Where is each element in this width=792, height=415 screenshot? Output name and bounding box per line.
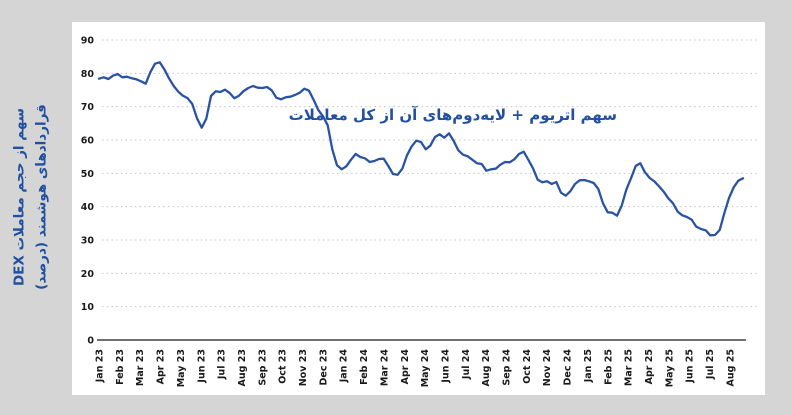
gridlines <box>102 39 760 308</box>
svg-text:20: 20 <box>81 269 95 280</box>
chart-svg: 0 10 20 30 40 50 60 70 80 90 Jan 23 Feb 23 Mar 23 Apr… <box>81 36 760 388</box>
svg-text:Jul 23: Jul 23 <box>217 349 228 380</box>
svg-text:Jan 23: Jan 23 <box>95 349 106 383</box>
svg-text:Apr 25: Apr 25 <box>644 349 655 384</box>
svg-text:90: 90 <box>81 36 95 47</box>
svg-text:Dec 23: Dec 23 <box>318 349 329 386</box>
svg-text:Nov 23: Nov 23 <box>298 349 309 386</box>
svg-text:Jan 25: Jan 25 <box>583 349 594 383</box>
y-axis-title: سهم از حجم معاملات DEX قراردادهای هوشمند… <box>9 104 54 290</box>
svg-text:0: 0 <box>87 336 94 347</box>
svg-text:Dec 24: Dec 24 <box>563 349 574 386</box>
svg-text:Oct 23: Oct 23 <box>278 349 289 384</box>
svg-text:80: 80 <box>81 69 95 80</box>
svg-text:Feb 23: Feb 23 <box>115 349 126 385</box>
svg-text:May 25: May 25 <box>664 349 675 387</box>
y-axis-tick-labels: 0 10 20 30 40 50 60 70 80 90 <box>81 36 95 347</box>
svg-text:Nov 24: Nov 24 <box>542 349 553 387</box>
svg-text:May 24: May 24 <box>420 349 431 388</box>
svg-text:Aug 23: Aug 23 <box>237 349 248 386</box>
svg-text:Jan 24: Jan 24 <box>339 349 350 384</box>
chart-card: 0 10 20 30 40 50 60 70 80 90 Jan 23 Feb 23 Mar 23 Apr… <box>72 22 765 395</box>
data-line-eth-l2-share <box>97 61 745 237</box>
svg-text:Jun 24: Jun 24 <box>440 349 451 384</box>
svg-text:Mar 23: Mar 23 <box>135 349 146 386</box>
svg-text:Jul 25: Jul 25 <box>705 349 716 380</box>
svg-text:Jun 23: Jun 23 <box>196 349 207 384</box>
y-axis-title-line2: قراردادهای هوشمند (درصد) <box>34 104 50 290</box>
svg-text:Jul 24: Jul 24 <box>461 349 472 380</box>
svg-text:Feb 24: Feb 24 <box>359 349 370 385</box>
svg-text:60: 60 <box>81 136 95 147</box>
y-axis-title-line1: سهم از حجم معاملات DEX <box>11 107 28 287</box>
svg-text:Apr 24: Apr 24 <box>400 349 411 385</box>
svg-text:Oct 24: Oct 24 <box>522 349 533 384</box>
svg-text:Aug 25: Aug 25 <box>725 349 736 386</box>
svg-text:Feb 25: Feb 25 <box>603 349 614 385</box>
x-axis-tick-labels: Jan 23 Feb 23 Mar 23 Apr 23 May 23 Jun 23 Jul … <box>95 349 737 388</box>
chart-annotation: سهم اتریوم + لایه‌دوم‌های آن از کل معامل… <box>288 106 617 124</box>
svg-text:50: 50 <box>81 169 95 180</box>
svg-text:10: 10 <box>81 302 95 313</box>
svg-text:Apr 23: Apr 23 <box>156 349 167 384</box>
svg-text:Aug 24: Aug 24 <box>481 349 492 387</box>
svg-text:Jun 25: Jun 25 <box>685 349 696 384</box>
svg-text:30: 30 <box>81 236 95 247</box>
svg-text:70: 70 <box>81 102 95 113</box>
svg-text:Sep 23: Sep 23 <box>257 349 268 386</box>
svg-text:May 23: May 23 <box>176 349 187 387</box>
svg-text:Mar 24: Mar 24 <box>379 349 390 386</box>
svg-text:Sep 24: Sep 24 <box>502 349 513 386</box>
svg-text:40: 40 <box>81 202 95 213</box>
svg-text:Mar 25: Mar 25 <box>624 349 635 386</box>
